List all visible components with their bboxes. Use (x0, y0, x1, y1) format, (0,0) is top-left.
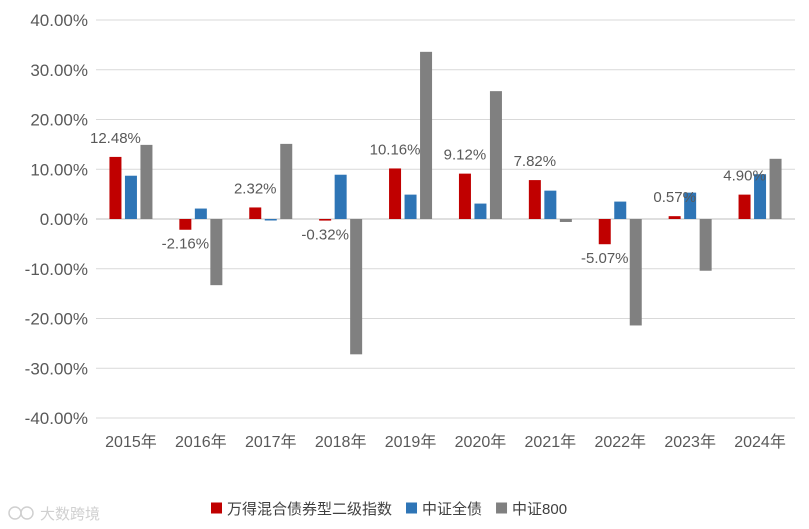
data-label: 7.82% (514, 153, 557, 170)
legend-item: 万得混合债券型二级指数 (211, 501, 392, 518)
bar (559, 219, 572, 222)
x-tick-label: 2018年 (315, 433, 367, 451)
data-label: 0.57% (653, 189, 696, 206)
bar (769, 158, 782, 219)
bar (598, 219, 611, 245)
bar (350, 219, 363, 355)
legend-item: 中证全债 (406, 500, 482, 518)
data-label: 2.32% (234, 180, 277, 197)
x-tick-label: 2015年 (105, 433, 157, 451)
bar (544, 190, 557, 219)
bar (420, 51, 433, 220)
y-tick-label: -20.00% (25, 310, 88, 329)
data-label: -0.32% (301, 227, 349, 244)
x-tick-label: 2022年 (594, 433, 646, 451)
bar (124, 175, 137, 219)
bar (699, 219, 712, 271)
data-labels: 12.48% -2.16% 2.32% -0.32% 10.16% 9.12% 7.82% -… (90, 130, 766, 267)
legend: 万得混合债券型二级指数 中证全债 中证800 (211, 500, 567, 518)
legend-label: 万得混合债券型二级指数 (227, 501, 392, 518)
data-label: 4.90% (723, 168, 766, 185)
y-tick-label: 10.00% (30, 160, 88, 179)
legend-label: 中证全债 (422, 500, 482, 518)
legend-label: 中证800 (512, 501, 567, 518)
data-label: 10.16% (370, 141, 421, 158)
y-tick-label: 0.00% (40, 210, 88, 229)
x-tick-label: 2017年 (245, 433, 297, 451)
watermark-logo-icon (20, 506, 34, 520)
bar (474, 203, 487, 219)
bar (280, 143, 293, 219)
bar (389, 168, 402, 219)
bar (754, 174, 767, 219)
x-axis-ticks: 2015年 2016年 2017年 2018年 2019年 2020年 2021年 2022年… (105, 433, 786, 451)
bar (458, 173, 471, 219)
x-tick-label: 2020年 (455, 433, 507, 451)
bar (684, 192, 697, 219)
bar (319, 219, 332, 221)
watermark-text: 大数跨境 (40, 505, 100, 523)
bar (109, 156, 122, 219)
data-label: -2.16% (162, 236, 210, 253)
bar (629, 219, 642, 326)
x-tick-label: 2021年 (525, 433, 577, 451)
x-tick-label: 2023年 (664, 433, 716, 451)
legend-swatch (406, 502, 418, 514)
bar (404, 194, 417, 219)
legend-swatch (211, 502, 222, 514)
bar (738, 194, 751, 219)
bar (668, 216, 681, 219)
watermark-logo-icon (8, 506, 22, 520)
bar (140, 144, 153, 219)
bars (109, 51, 782, 355)
bar (489, 91, 502, 219)
y-tick-label: -10.00% (25, 260, 88, 279)
data-label: 9.12% (444, 147, 487, 164)
x-tick-label: 2024年 (734, 433, 786, 451)
bar (249, 207, 262, 219)
bar (210, 219, 223, 286)
legend-item: 中证800 (496, 501, 567, 518)
y-tick-label: 30.00% (30, 61, 88, 80)
bar (614, 201, 627, 219)
bar (528, 180, 541, 219)
y-tick-label: 40.00% (30, 11, 88, 30)
data-label: 12.48% (90, 130, 141, 147)
y-axis-ticks: 40.00% 30.00% 20.00% 10.00% 0.00% -10.00% -20.… (25, 11, 88, 428)
legend-swatch (496, 502, 508, 514)
bar (179, 219, 192, 230)
bar (334, 174, 347, 219)
watermark: 大数跨境 (8, 505, 100, 523)
y-tick-label: 20.00% (30, 111, 88, 130)
data-label: -5.07% (581, 250, 629, 267)
bar (264, 219, 277, 221)
y-tick-label: -30.00% (25, 359, 88, 378)
x-tick-label: 2016年 (175, 433, 227, 451)
x-tick-label: 2019年 (385, 433, 437, 451)
y-tick-label: -40.00% (25, 409, 88, 428)
bar (194, 208, 207, 219)
